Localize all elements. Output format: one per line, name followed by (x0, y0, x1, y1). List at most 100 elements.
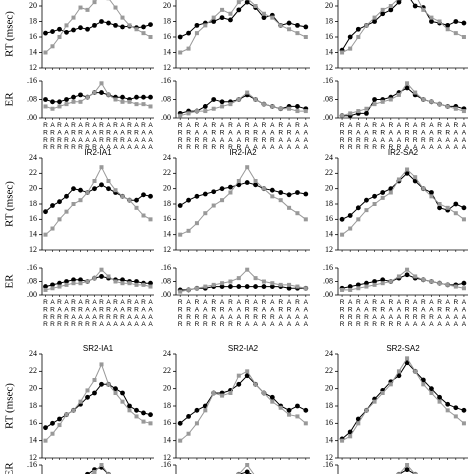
panel-title: IR2-IA1 (84, 148, 112, 157)
point (355, 282, 361, 288)
point (127, 99, 132, 104)
point (445, 22, 451, 28)
x-tick-label: RRRR (339, 299, 346, 329)
x-tick-label: ARRR (49, 122, 56, 152)
x-tick-label: AAAA (147, 299, 154, 329)
x-tick-label: RRAA (277, 299, 284, 329)
x-tick-label: ARAA (133, 299, 140, 329)
x-tick-label: RRRA (404, 122, 411, 152)
point (57, 199, 62, 205)
point (120, 390, 125, 396)
y-tick-label: 14 (325, 229, 333, 238)
series-line (45, 92, 151, 103)
point (453, 19, 459, 24)
point (92, 378, 97, 382)
point (364, 23, 369, 28)
x-tick-label: ARAR (77, 299, 84, 329)
point (78, 92, 83, 98)
point (78, 5, 83, 10)
point (106, 382, 111, 387)
x-tick-label: AAAR (235, 299, 242, 329)
y-tick-label: 22 (325, 168, 333, 177)
y-tick-label: 16 (325, 418, 333, 427)
point (141, 282, 146, 287)
point (244, 469, 250, 474)
point (429, 190, 434, 195)
y-tick-label: 24 (29, 153, 37, 162)
point (106, 20, 111, 26)
point (445, 408, 450, 413)
point (43, 232, 48, 237)
point (429, 386, 434, 392)
y-tick-label: 22 (29, 168, 37, 177)
point (127, 408, 132, 413)
point (219, 15, 225, 21)
point (261, 15, 267, 21)
point (57, 423, 62, 428)
point (295, 31, 300, 36)
point (270, 194, 275, 199)
point (194, 221, 199, 226)
point (120, 94, 125, 100)
point (202, 104, 208, 109)
point (211, 282, 216, 287)
y-tick-label: 20 (325, 383, 333, 392)
point (348, 434, 353, 439)
panel-title: SR2-IA2 (228, 344, 259, 353)
point (261, 284, 267, 289)
point (340, 232, 345, 237)
point (405, 167, 410, 172)
point (236, 381, 242, 387)
y-tick-label: 12 (29, 453, 37, 462)
point (228, 284, 233, 289)
point (43, 287, 48, 292)
point (50, 99, 55, 105)
point (148, 193, 153, 199)
x-tick-label: RAAA (294, 122, 301, 152)
point (380, 99, 385, 104)
point (421, 277, 426, 282)
series-line (45, 166, 151, 236)
y-tick-label: 14 (163, 229, 171, 238)
x-tick-label: RARA (112, 122, 119, 152)
x-tick-label: RARA (420, 299, 427, 329)
point (113, 97, 118, 102)
point (429, 15, 434, 20)
y-tick-label: 24 (325, 153, 333, 162)
point (186, 287, 191, 292)
point (134, 94, 139, 100)
point (295, 104, 300, 109)
point (120, 99, 125, 104)
point (134, 205, 139, 210)
point (461, 20, 467, 26)
point (244, 0, 250, 5)
x-tick-label: AARA (269, 299, 276, 329)
y-tick-label: 16 (29, 418, 37, 427)
point (270, 399, 275, 404)
point (413, 175, 418, 180)
series-line (179, 181, 306, 206)
point (429, 19, 434, 24)
point (99, 81, 104, 86)
point (278, 190, 284, 195)
point (437, 205, 442, 211)
point (134, 282, 139, 287)
x-tick-label: RRRR (339, 122, 346, 152)
point (99, 362, 104, 367)
point (356, 217, 361, 222)
point (64, 102, 69, 107)
point (220, 281, 225, 286)
point (269, 187, 275, 193)
point (413, 274, 418, 279)
point (148, 412, 153, 418)
point (380, 11, 386, 17)
point (236, 472, 241, 474)
x-tick-label: RRRR (177, 299, 184, 329)
point (178, 113, 183, 118)
point (461, 205, 467, 211)
point (148, 22, 153, 27)
point (211, 97, 217, 102)
point (50, 282, 55, 288)
point (404, 467, 410, 473)
